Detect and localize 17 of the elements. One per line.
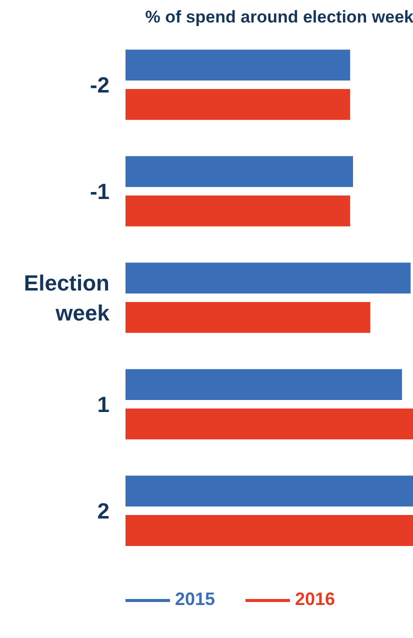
y-tick-label: Election week (24, 270, 110, 326)
bar (126, 50, 350, 80)
bar (126, 302, 370, 333)
bar (126, 196, 350, 226)
y-tick-label: 1 (97, 392, 110, 417)
bar (126, 89, 350, 120)
bar (126, 515, 413, 546)
bar (126, 262, 411, 294)
legend-label: 2015 (175, 589, 216, 610)
y-tick-label: 2 (97, 498, 110, 524)
bar (126, 156, 354, 188)
bar (126, 369, 402, 400)
legend-label: 2016 (295, 589, 336, 610)
bar (126, 408, 413, 440)
bar (126, 476, 413, 507)
y-tick-label: -1 (90, 178, 110, 204)
y-tick-label: -2 (90, 72, 110, 98)
